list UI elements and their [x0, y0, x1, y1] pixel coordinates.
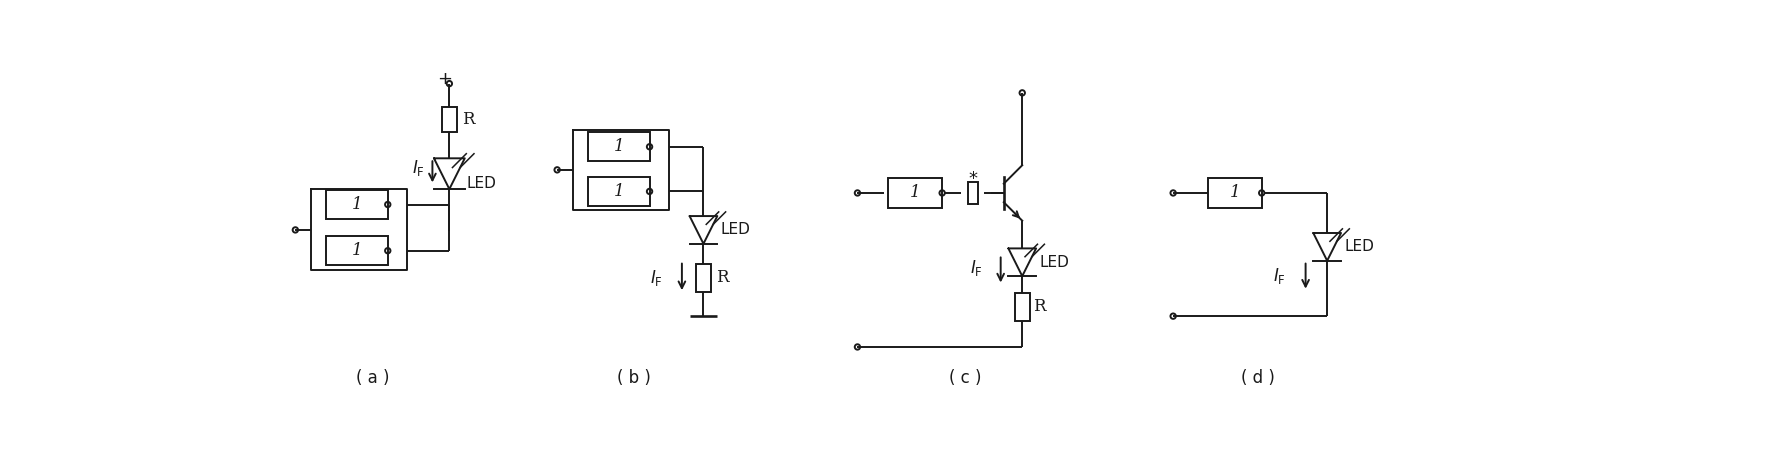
Bar [589, 132, 649, 161]
Bar [968, 182, 979, 204]
Bar [326, 236, 388, 265]
Bar [1014, 293, 1030, 321]
Text: 1: 1 [910, 184, 920, 202]
Bar [589, 177, 649, 206]
Text: 1: 1 [1229, 184, 1239, 202]
Bar [1207, 178, 1262, 207]
Text: $I_\mathrm{F}$: $I_\mathrm{F}$ [413, 158, 426, 178]
Text: ( a ): ( a ) [356, 369, 388, 387]
Text: R: R [461, 111, 473, 128]
Bar [888, 178, 941, 207]
Text: ( d ): ( d ) [1241, 369, 1275, 387]
Text: ( b ): ( b ) [617, 369, 651, 387]
Text: *: * [968, 170, 977, 188]
Text: ( c ): ( c ) [949, 369, 982, 387]
Text: R: R [716, 269, 729, 286]
Bar [441, 107, 457, 132]
Bar [695, 264, 711, 292]
Bar [326, 190, 388, 219]
Text: +: + [438, 70, 452, 88]
Text: $I_\mathrm{F}$: $I_\mathrm{F}$ [1273, 266, 1285, 286]
Text: $I_\mathrm{F}$: $I_\mathrm{F}$ [970, 258, 982, 279]
Text: LED: LED [1039, 255, 1069, 270]
Text: $I_\mathrm{F}$: $I_\mathrm{F}$ [649, 268, 663, 288]
Text: LED: LED [1344, 239, 1374, 255]
Text: 1: 1 [613, 138, 624, 155]
Text: LED: LED [466, 176, 496, 191]
Text: 1: 1 [613, 183, 624, 200]
Text: 1: 1 [351, 196, 362, 213]
Text: 1: 1 [351, 242, 362, 259]
Text: R: R [1034, 299, 1046, 315]
Text: LED: LED [720, 222, 750, 237]
